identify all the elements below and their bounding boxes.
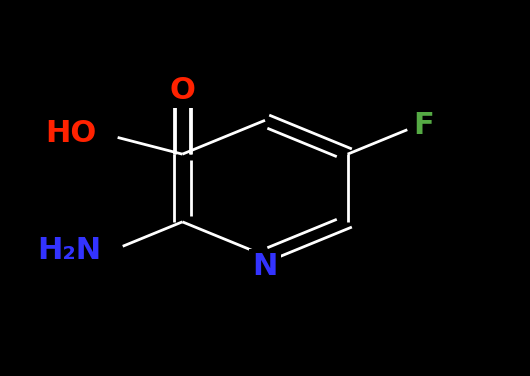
Text: F: F [413,111,434,141]
Text: H₂N: H₂N [38,235,102,265]
Text: N: N [252,252,278,282]
Text: HO: HO [45,119,96,148]
Text: O: O [170,76,196,105]
